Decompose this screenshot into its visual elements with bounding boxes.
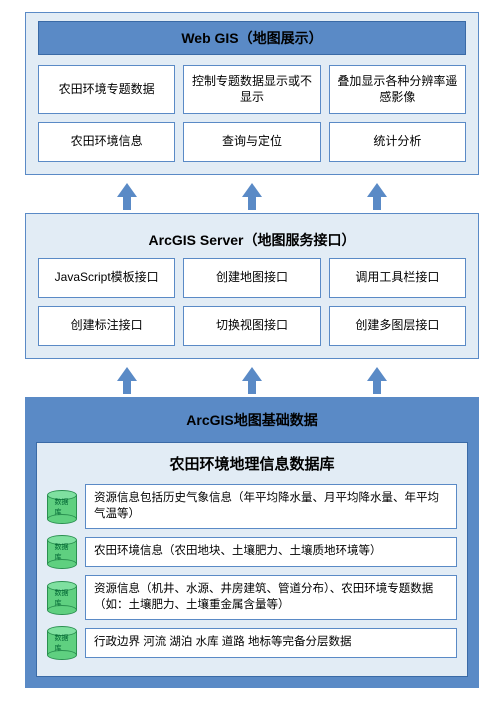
cell-theme-data: 农田环境专题数据 — [38, 65, 175, 114]
cell-multi-layer: 创建多图层接口 — [329, 306, 466, 346]
db-title: 农田环境地理信息数据库 — [47, 449, 457, 478]
arrow-icon — [367, 183, 387, 197]
arrow-icon — [367, 367, 387, 381]
cell-annotation: 创建标注接口 — [38, 306, 175, 346]
arrow-icon — [242, 183, 262, 197]
cell-overlay-remote: 叠加显示各种分辨率遥感影像 — [329, 65, 466, 114]
db-text-climate: 资源信息包括历史气象信息（年平均降水量、月平均降水量、年平均气温等） — [85, 484, 457, 529]
server-grid: JavaScript模板接口 创建地图接口 调用工具栏接口 创建标注接口 切换视… — [38, 258, 466, 346]
arrow-icon — [117, 183, 137, 197]
arrows-2 — [25, 367, 479, 395]
cell-statistics: 统计分析 — [329, 122, 466, 162]
cell-js-template: JavaScript模板接口 — [38, 258, 175, 298]
database-icon: 数据库 — [47, 581, 77, 615]
arcgis-server-layer: ArcGIS Server（地图服务接口） JavaScript模板接口 创建地… — [25, 213, 479, 359]
cell-control-display: 控制专题数据显示或不显示 — [183, 65, 320, 114]
db-row-farmland: 数据库 农田环境信息（农田地块、土壤肥力、土壤质地环境等） — [47, 535, 457, 569]
db-text-resource: 资源信息（机井、水源、井房建筑、管道分布）、农田环境专题数据（如：土壤肥力、土壤… — [85, 575, 457, 620]
database-panel: 农田环境地理信息数据库 数据库 资源信息包括历史气象信息（年平均降水量、月平均降… — [36, 442, 468, 677]
data-title: ArcGIS地图基础数据 — [36, 406, 468, 434]
database-icon: 数据库 — [47, 535, 77, 569]
db-text-farmland: 农田环境信息（农田地块、土壤肥力、土壤质地环境等） — [85, 537, 457, 567]
db-text-admin: 行政边界 河流 湖泊 水库 道路 地标等完备分层数据 — [85, 628, 457, 658]
webgis-layer: Web GIS（地图展示） 农田环境专题数据 控制专题数据显示或不显示 叠加显示… — [25, 12, 479, 175]
webgis-title: Web GIS（地图展示） — [38, 21, 466, 55]
cell-switch-view: 切换视图接口 — [183, 306, 320, 346]
cell-query-locate: 查询与定位 — [183, 122, 320, 162]
db-row-climate: 数据库 资源信息包括历史气象信息（年平均降水量、月平均降水量、年平均气温等） — [47, 484, 457, 529]
arrow-icon — [117, 367, 137, 381]
db-row-admin: 数据库 行政边界 河流 湖泊 水库 道路 地标等完备分层数据 — [47, 626, 457, 660]
arrow-icon — [242, 367, 262, 381]
cell-create-map: 创建地图接口 — [183, 258, 320, 298]
arrows-1 — [25, 183, 479, 211]
cell-env-info: 农田环境信息 — [38, 122, 175, 162]
db-row-resource: 数据库 资源信息（机井、水源、井房建筑、管道分布）、农田环境专题数据（如：土壤肥… — [47, 575, 457, 620]
arcgis-data-layer: ArcGIS地图基础数据 农田环境地理信息数据库 数据库 资源信息包括历史气象信… — [25, 397, 479, 688]
server-title: ArcGIS Server（地图服务接口） — [38, 222, 466, 258]
webgis-grid: 农田环境专题数据 控制专题数据显示或不显示 叠加显示各种分辨率遥感影像 农田环境… — [38, 65, 466, 162]
database-icon: 数据库 — [47, 626, 77, 660]
database-icon: 数据库 — [47, 490, 77, 524]
cell-toolbar: 调用工具栏接口 — [329, 258, 466, 298]
